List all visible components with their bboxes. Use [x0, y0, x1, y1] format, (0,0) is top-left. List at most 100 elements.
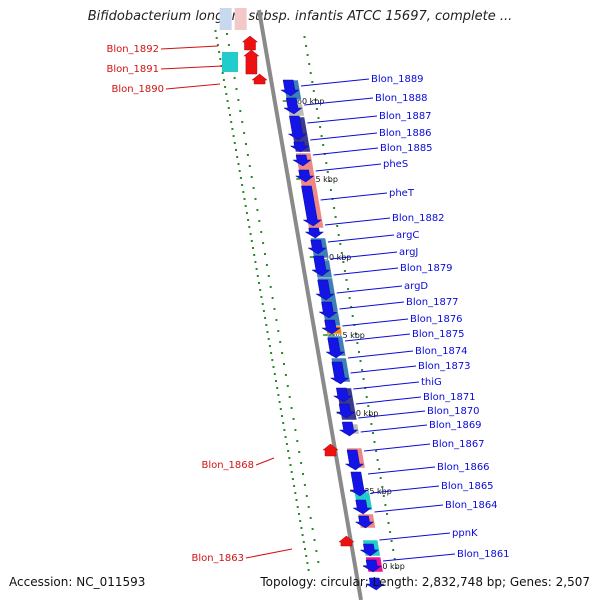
track-dot — [258, 220, 261, 222]
label-leader — [358, 410, 426, 419]
track-dot — [226, 33, 228, 35]
label-leader — [300, 78, 370, 87]
track-dot — [381, 486, 384, 488]
gene-label-right[interactable]: Blon_1879 — [400, 263, 453, 274]
track-dot — [261, 303, 264, 305]
gene-label-right[interactable]: Blon_1864 — [445, 500, 498, 511]
track-dot — [275, 380, 277, 382]
track-dot — [219, 58, 222, 60]
track-dot — [294, 492, 297, 494]
gene-arrow-forward — [301, 185, 323, 227]
track-dot — [284, 436, 287, 438]
gene-label-left[interactable]: Blon_1868 — [201, 460, 254, 471]
track-dot — [248, 226, 251, 228]
track-dot — [319, 126, 322, 128]
gene-arrow-forward — [283, 97, 303, 115]
track-dot — [320, 135, 323, 137]
track-dot — [328, 180, 331, 182]
track-dot — [259, 289, 262, 291]
gene-label-right[interactable]: Blon_1873 — [418, 361, 471, 372]
gene-label-left[interactable]: Blon_1863 — [191, 553, 244, 564]
gene-labels: Blon_1889 Blon_1888 Blon_1887 Blon_1886 Blon… — [106, 44, 509, 564]
track-dot — [233, 77, 236, 79]
gene-arrow-forward — [289, 141, 310, 153]
gene-label-right[interactable]: Blon_1861 — [457, 549, 510, 560]
gene-arrow-forward — [279, 79, 300, 97]
gene-label-right[interactable]: Blon_1874 — [415, 346, 468, 357]
gene-label-right[interactable]: Blon_1886 — [379, 128, 432, 139]
track-dot — [244, 205, 247, 207]
track-dot — [266, 331, 269, 333]
track-dot — [262, 242, 265, 244]
gene-label-right[interactable]: Blon_1865 — [441, 481, 494, 492]
gene-label-right[interactable]: Blon_1871 — [423, 392, 476, 403]
gene-label-right[interactable]: Blon_1867 — [432, 439, 485, 450]
gene-arrow-forward — [335, 403, 356, 419]
track-dot — [227, 44, 230, 46]
track-dot — [285, 443, 288, 445]
track-dot — [287, 450, 290, 452]
track-dot — [256, 275, 259, 277]
track-dot — [356, 342, 359, 344]
track-dot — [384, 504, 387, 506]
track-dot — [299, 520, 302, 522]
track-dot — [218, 51, 221, 53]
track-dot — [305, 555, 308, 557]
track-dot — [354, 333, 357, 335]
track-dot — [227, 107, 230, 109]
gene-label-right[interactable]: Blon_1870 — [427, 406, 480, 417]
topology-text: Topology: circular; Length: 2,832,748 bp… — [260, 575, 590, 589]
gene-label-right[interactable]: Blon_1866 — [437, 462, 490, 473]
track-dot — [258, 282, 260, 284]
gene-label-right[interactable]: Blon_1888 — [375, 93, 428, 104]
gene-label-right[interactable]: pheT — [389, 188, 415, 199]
track-dot — [288, 396, 291, 398]
gene-label-right[interactable]: Blon_1887 — [379, 111, 432, 122]
track-dot — [241, 184, 244, 186]
track-dot — [339, 243, 342, 245]
track-dot — [367, 405, 370, 407]
track-dot — [264, 317, 267, 319]
gene-label-right[interactable]: Blon_1869 — [429, 420, 482, 431]
track-dot — [267, 275, 270, 277]
track-dot — [282, 422, 285, 424]
track-dot — [303, 484, 306, 486]
gene-label-right[interactable]: Blon_1882 — [392, 213, 445, 224]
gene-label-right[interactable]: argD — [404, 281, 428, 292]
gene-arrow-forward — [329, 361, 350, 385]
outer-dotted-tracks — [214, 30, 398, 571]
track-dot — [301, 534, 304, 536]
track-dot — [250, 176, 253, 178]
gene-label-right[interactable]: argC — [396, 230, 419, 241]
gene-label-right[interactable]: ppnK — [452, 528, 478, 539]
gene-label-right[interactable]: Blon_1877 — [406, 297, 459, 308]
gene-label-right[interactable]: pheS — [383, 159, 408, 170]
gene-arrow-forward — [307, 239, 327, 255]
gene-label-right[interactable]: Blon_1885 — [380, 143, 433, 154]
gene-label-right[interactable]: Blon_1889 — [371, 74, 424, 85]
gene-label-right[interactable]: argJ — [399, 247, 418, 258]
track-dot — [372, 432, 374, 434]
gene-label-right[interactable]: Blon_1875 — [412, 329, 465, 340]
track-dot — [348, 297, 351, 299]
track-dot — [264, 253, 266, 255]
track-dot — [370, 423, 373, 425]
label-leader — [333, 267, 399, 276]
gene-arrow-reverse — [322, 443, 339, 457]
label-leader — [342, 318, 409, 327]
track-dot — [277, 330, 280, 332]
gene-label-left[interactable]: Blon_1891 — [106, 64, 159, 75]
track-dot — [249, 233, 252, 235]
track-dot — [351, 315, 354, 317]
track-dot — [317, 561, 320, 563]
track-dot — [390, 540, 393, 542]
track-dot — [337, 234, 340, 236]
gene-label-right[interactable]: thiG — [421, 377, 442, 388]
track-dot — [292, 418, 295, 420]
gene-label-left[interactable]: Blon_1890 — [111, 84, 164, 95]
track-dot — [343, 270, 346, 272]
track-dot — [245, 143, 247, 145]
track-dot — [373, 441, 376, 443]
gene-label-left[interactable]: Blon_1892 — [106, 44, 159, 55]
gene-label-right[interactable]: Blon_1876 — [410, 314, 463, 325]
